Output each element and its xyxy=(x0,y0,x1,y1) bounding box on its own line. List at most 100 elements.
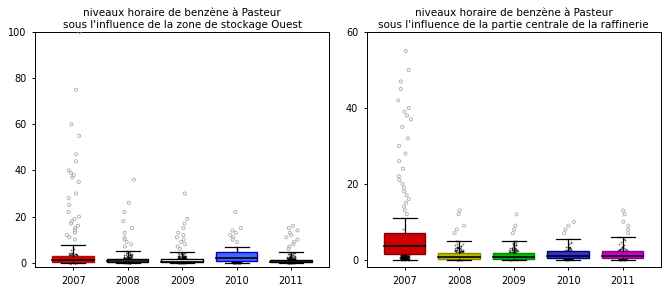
Point xyxy=(235,260,246,265)
Point xyxy=(286,258,297,263)
Point xyxy=(173,230,183,235)
Point xyxy=(559,254,570,259)
Point xyxy=(512,252,522,256)
Point xyxy=(398,257,409,261)
Point xyxy=(401,254,411,259)
Point xyxy=(124,250,135,255)
Point xyxy=(181,257,192,262)
Point xyxy=(564,257,575,261)
Point xyxy=(613,251,624,255)
Point xyxy=(454,256,464,260)
Point xyxy=(619,238,630,243)
Point xyxy=(124,260,135,265)
Point xyxy=(399,252,409,257)
Point xyxy=(401,253,412,258)
Point xyxy=(405,117,416,122)
Point xyxy=(452,248,463,253)
Point xyxy=(181,258,191,263)
Point xyxy=(235,260,246,265)
Point xyxy=(231,255,242,260)
Point xyxy=(126,249,136,254)
Point xyxy=(401,254,412,259)
Point xyxy=(231,260,242,265)
Point xyxy=(174,260,185,265)
Point xyxy=(456,257,467,261)
Point xyxy=(174,256,185,261)
Point xyxy=(616,255,627,260)
Point xyxy=(120,257,131,262)
Point xyxy=(126,257,137,262)
Point xyxy=(454,257,464,262)
Point xyxy=(233,258,244,263)
Point xyxy=(229,260,240,265)
Point xyxy=(510,253,520,257)
Point xyxy=(178,260,189,265)
Point xyxy=(505,257,516,262)
Point xyxy=(454,252,465,257)
Point xyxy=(567,253,577,257)
Point xyxy=(118,260,129,265)
Point xyxy=(457,248,468,252)
Point xyxy=(617,256,628,261)
Point xyxy=(175,258,186,263)
Point xyxy=(455,256,466,261)
Point xyxy=(508,256,518,260)
Point xyxy=(623,227,634,232)
Point xyxy=(456,249,467,254)
Point xyxy=(563,253,574,258)
Point xyxy=(457,255,468,260)
Point xyxy=(622,249,632,253)
Point xyxy=(66,259,76,263)
Point xyxy=(617,256,628,261)
Point xyxy=(64,258,74,262)
Point xyxy=(70,258,81,262)
Point xyxy=(176,260,187,265)
Point xyxy=(227,253,238,257)
Point xyxy=(284,255,295,260)
Point xyxy=(565,254,575,259)
Point xyxy=(123,260,134,265)
Point xyxy=(288,255,298,260)
Point xyxy=(65,260,76,265)
Point xyxy=(396,253,407,258)
Point xyxy=(285,260,296,264)
Point xyxy=(617,257,628,262)
Point xyxy=(289,258,300,263)
Point xyxy=(67,254,78,259)
Point xyxy=(72,223,83,228)
Point xyxy=(288,257,299,262)
Point xyxy=(123,259,134,263)
Point xyxy=(622,256,632,261)
Point xyxy=(457,250,468,254)
Point xyxy=(506,256,516,260)
Point xyxy=(70,258,80,263)
Point xyxy=(510,254,521,259)
Point xyxy=(453,257,464,262)
Point xyxy=(62,233,72,237)
Point xyxy=(234,259,245,263)
Point xyxy=(179,259,190,264)
Point xyxy=(68,258,78,263)
Point xyxy=(619,256,630,261)
Point xyxy=(566,255,577,259)
Point xyxy=(65,260,76,264)
Point xyxy=(508,254,519,258)
Point xyxy=(282,259,292,263)
Point xyxy=(181,260,191,265)
Point xyxy=(512,257,522,262)
Point xyxy=(232,260,243,264)
Point xyxy=(399,254,410,259)
Point xyxy=(507,256,518,261)
Point xyxy=(227,255,238,260)
Point xyxy=(564,246,575,250)
Point xyxy=(121,240,132,244)
Point xyxy=(566,251,577,255)
Point xyxy=(174,259,185,263)
Point xyxy=(66,122,77,127)
Point xyxy=(290,260,300,265)
Point xyxy=(229,258,240,263)
Point xyxy=(615,257,626,261)
Point xyxy=(617,249,628,254)
Point xyxy=(179,191,190,196)
Point xyxy=(283,259,294,264)
